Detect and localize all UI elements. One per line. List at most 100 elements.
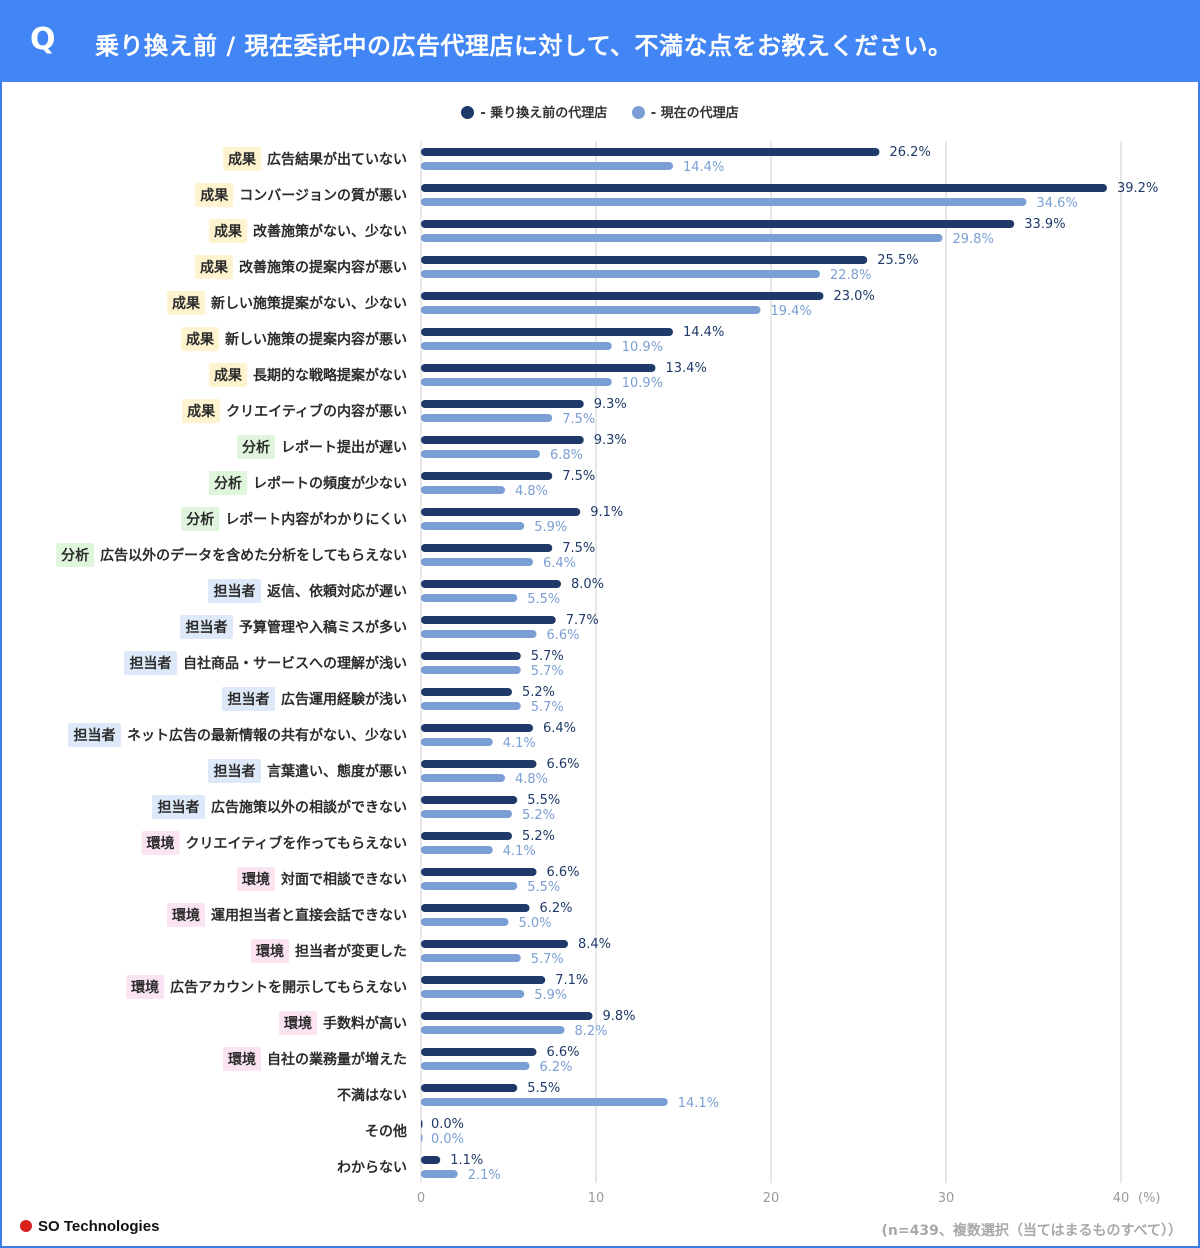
bar-before bbox=[421, 796, 518, 804]
data-label-before: 7.5% bbox=[562, 469, 595, 484]
category-tag: 分析 bbox=[214, 475, 242, 492]
category-label: 広告アカウントを開示してもらえない bbox=[170, 979, 407, 996]
category-tag: 担当者 bbox=[130, 655, 172, 672]
bar-before bbox=[421, 832, 512, 840]
category-tag-bg bbox=[126, 975, 165, 999]
category-tag: 成果 bbox=[187, 403, 216, 420]
category-tag-bg bbox=[152, 795, 205, 819]
data-label-now: 19.4% bbox=[771, 304, 812, 319]
legend-dot-now-icon bbox=[631, 106, 645, 119]
x-tick-label: 20 bbox=[763, 1191, 780, 1206]
category-label: わからない bbox=[337, 1160, 407, 1176]
data-label-now: 10.9% bbox=[622, 376, 663, 391]
category-tag-bg bbox=[223, 1047, 261, 1071]
data-label-now: 6.4% bbox=[543, 556, 576, 571]
legend-item-before: - 乗り換え前の代理店 bbox=[461, 102, 607, 121]
question-header: Q 乗り換え前 / 現在委託中の広告代理店に対して、不満な点をお教えください。 bbox=[0, 0, 1200, 82]
bar-before bbox=[421, 256, 868, 264]
bar-before bbox=[421, 220, 1015, 228]
data-label-before: 33.9% bbox=[1024, 217, 1065, 232]
x-tick-label: 0 bbox=[417, 1191, 425, 1206]
x-tick-label: 40 bbox=[1113, 1191, 1130, 1206]
category-label: 広告運用経験が浅い bbox=[281, 691, 407, 708]
data-label-now: 4.1% bbox=[503, 844, 536, 859]
category-tag-bg bbox=[195, 255, 233, 279]
data-label-before: 7.5% bbox=[562, 541, 595, 556]
data-label-now: 4.1% bbox=[503, 736, 536, 751]
category-label: 新しい施策の提案内容が悪い bbox=[225, 331, 407, 348]
data-label-before: 13.4% bbox=[666, 361, 707, 376]
data-label-now: 6.2% bbox=[540, 1060, 573, 1075]
bar-now bbox=[421, 666, 521, 674]
category-tag: 分析 bbox=[61, 547, 89, 564]
bar-before bbox=[421, 940, 568, 948]
category-tag-bg bbox=[208, 579, 261, 603]
category-label: 担当者が変更した bbox=[295, 943, 407, 960]
data-label-now: 14.1% bbox=[678, 1096, 719, 1111]
data-label-now: 8.2% bbox=[575, 1024, 608, 1039]
bar-before bbox=[421, 472, 553, 480]
bar-now bbox=[421, 594, 518, 602]
category-tag: 環境 bbox=[256, 943, 284, 960]
brand-logo: SO Technologies bbox=[20, 1218, 159, 1235]
bar-now bbox=[421, 1134, 423, 1142]
bar-before bbox=[421, 904, 530, 912]
bar-now bbox=[421, 1170, 458, 1178]
category-tag: 環境 bbox=[131, 979, 159, 996]
category-tag: 分析 bbox=[186, 511, 214, 528]
category-label: 運用担当者と直接会話できない bbox=[211, 907, 407, 924]
bar-now bbox=[421, 378, 612, 386]
bar-before bbox=[421, 1012, 593, 1020]
category-tag: 成果 bbox=[200, 187, 229, 204]
data-label-now: 5.7% bbox=[531, 952, 564, 967]
data-label-before: 26.2% bbox=[890, 145, 931, 160]
category-tag-bg bbox=[68, 723, 121, 747]
data-label-before: 9.3% bbox=[594, 397, 627, 412]
data-label-before: 0.0% bbox=[431, 1117, 464, 1132]
bar-before bbox=[421, 364, 656, 372]
category-tag-bg bbox=[209, 219, 247, 243]
bar-now bbox=[421, 810, 512, 818]
bar-now bbox=[421, 198, 1027, 206]
bar-now bbox=[421, 1026, 565, 1034]
data-label-now: 5.2% bbox=[522, 808, 555, 823]
data-label-before: 1.1% bbox=[450, 1153, 483, 1168]
bar-now bbox=[421, 738, 493, 746]
data-label-before: 8.0% bbox=[571, 577, 604, 592]
legend-label-now: - 現在の代理店 bbox=[650, 106, 739, 121]
category-tag: 担当者 bbox=[228, 691, 270, 708]
category-label: 手数料が高い bbox=[323, 1015, 407, 1032]
data-label-now: 7.5% bbox=[562, 412, 595, 427]
data-label-before: 6.6% bbox=[547, 757, 580, 772]
category-label: 不満はない bbox=[337, 1087, 407, 1104]
category-label: ネット広告の最新情報の共有がない、少ない bbox=[127, 727, 407, 744]
bar-now bbox=[421, 1098, 668, 1106]
category-tag: 環境 bbox=[147, 835, 175, 852]
category-tag: 分析 bbox=[242, 439, 270, 456]
category-label: 広告施策以外の相談ができない bbox=[211, 799, 407, 816]
category-tag-bg bbox=[251, 939, 289, 963]
category-label: 改善施策の提案内容が悪い bbox=[239, 259, 407, 276]
data-label-before: 7.7% bbox=[566, 613, 599, 628]
bar-before bbox=[421, 184, 1107, 192]
logo-dot-icon bbox=[20, 1220, 32, 1232]
bar-before bbox=[421, 724, 533, 732]
category-label: レポート提出が遅い bbox=[281, 439, 407, 456]
bar-before bbox=[421, 688, 512, 696]
category-label: 広告結果が出ていない bbox=[267, 151, 407, 168]
data-label-before: 6.2% bbox=[540, 901, 573, 916]
category-label: レポートの頻度が少ない bbox=[253, 475, 407, 492]
category-tag: 担当者 bbox=[214, 583, 256, 600]
brand-logo-text: SO Technologies bbox=[38, 1218, 160, 1235]
data-label-before: 9.1% bbox=[590, 505, 623, 520]
chart-legend: - 乗り換え前の代理店 - 現在の代理店 bbox=[0, 102, 1200, 121]
category-tag: 成果 bbox=[172, 295, 201, 312]
bar-now bbox=[421, 306, 761, 314]
category-tag-bg bbox=[182, 399, 221, 423]
data-label-now: 5.7% bbox=[531, 700, 564, 715]
bar-now bbox=[421, 270, 820, 278]
bar-before bbox=[421, 148, 880, 156]
category-label: 自社の業務量が増えた bbox=[267, 1051, 407, 1068]
bar-now bbox=[421, 1062, 530, 1070]
